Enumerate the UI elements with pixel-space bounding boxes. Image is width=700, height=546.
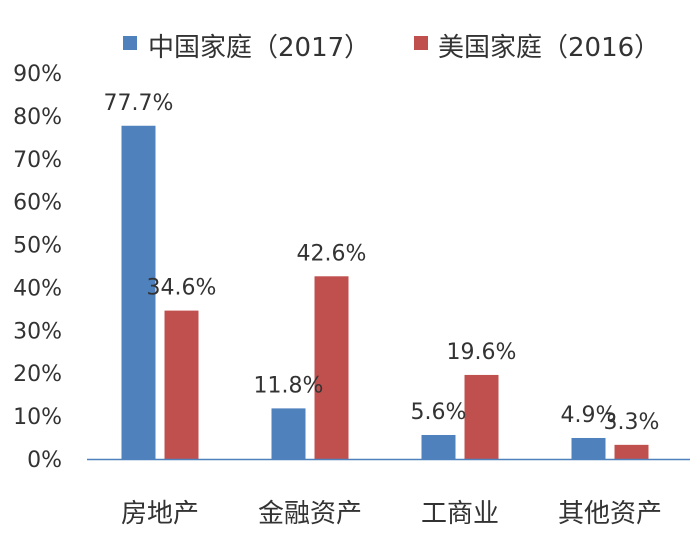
y-tick-label: 50% bbox=[13, 234, 62, 259]
data-label-s0-c3: 4.9% bbox=[561, 403, 617, 428]
legend: 中国家庭（2017） 美国家庭（2016） bbox=[123, 33, 660, 63]
y-tick-label: 90% bbox=[13, 62, 62, 87]
y-axis: 0% 10% 20% 30% 40% 50% 60% 70% 80% 90% bbox=[13, 62, 62, 473]
bars bbox=[121, 125, 649, 460]
bar-s0-c3 bbox=[571, 437, 606, 459]
x-tick-label: 金融资产 bbox=[258, 499, 362, 529]
x-tick-label: 房地产 bbox=[121, 499, 199, 529]
legend-swatch-0 bbox=[123, 36, 137, 50]
legend-label-0: 中国家庭（2017） bbox=[148, 33, 370, 63]
data-label-s0-c1: 11.8% bbox=[254, 373, 324, 398]
bar-s1-c0 bbox=[164, 310, 199, 459]
data-label-s0-c0: 77.7% bbox=[104, 91, 174, 116]
bar-s1-c3 bbox=[614, 444, 649, 459]
data-label-s1-c3: 3.3% bbox=[604, 410, 660, 435]
data-label-s0-c2: 5.6% bbox=[411, 400, 467, 425]
y-tick-label: 10% bbox=[13, 405, 62, 430]
legend-swatch-1 bbox=[414, 36, 428, 50]
y-tick-label: 0% bbox=[27, 448, 62, 473]
bar-s0-c1 bbox=[271, 408, 306, 459]
data-labels: 77.7% 34.6% 11.8% 42.6% 5.6% 19.6% 4.9%3.3% bbox=[104, 91, 660, 435]
x-tick-label: 工商业 bbox=[421, 499, 499, 529]
y-tick-label: 30% bbox=[13, 319, 62, 344]
bar-s0-c2 bbox=[421, 434, 456, 459]
y-tick-label: 80% bbox=[13, 105, 62, 130]
data-label-s1-c0: 34.6% bbox=[147, 276, 217, 301]
y-tick-label: 40% bbox=[13, 276, 62, 301]
data-label-s1-c1: 42.6% bbox=[297, 241, 367, 266]
x-axis: 房地产 金融资产 工商业 其他资产 bbox=[87, 458, 690, 529]
y-tick-label: 20% bbox=[13, 362, 62, 387]
y-tick-label: 70% bbox=[13, 148, 62, 173]
bar-s1-c2 bbox=[464, 374, 499, 459]
y-tick-label: 60% bbox=[13, 191, 62, 216]
x-tick-label: 其他资产 bbox=[558, 499, 662, 529]
data-label-s1-c2: 19.6% bbox=[447, 340, 517, 365]
bar-s0-c0 bbox=[121, 125, 156, 460]
bar-s1-c1 bbox=[314, 276, 349, 459]
legend-label-1: 美国家庭（2016） bbox=[438, 33, 660, 63]
